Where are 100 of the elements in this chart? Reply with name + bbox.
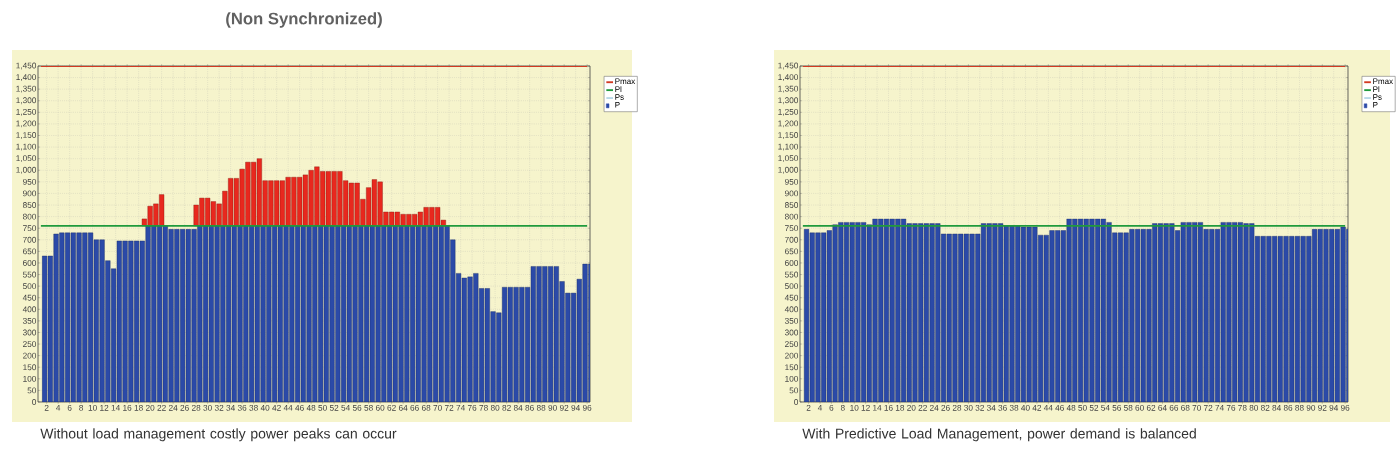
x-tick-label: 90 <box>1306 404 1316 411</box>
y-tick-label: 200 <box>785 352 799 359</box>
x-tick-label: 96 <box>1340 404 1350 411</box>
x-tick-label: 34 <box>226 404 235 411</box>
x-tick-label: 44 <box>1043 404 1053 411</box>
x-tick-label: 74 <box>1215 404 1224 411</box>
x-tick-label: 50 <box>1078 404 1087 411</box>
x-tick-label: 52 <box>329 404 339 411</box>
x-tick-label: 8 <box>79 404 84 411</box>
y-tick-label: 750 <box>785 225 799 232</box>
x-tick-label: 36 <box>998 404 1007 411</box>
y-tick-label: 1,350 <box>778 85 799 93</box>
x-tick-label: 88 <box>536 404 546 411</box>
y-tick-label: 800 <box>784 213 799 220</box>
y-tick-label: 1,400 <box>16 74 37 81</box>
x-tick-label: 48 <box>1066 404 1076 411</box>
x-tick-label: 18 <box>134 404 143 411</box>
y-tick-label: 850 <box>784 202 799 208</box>
y-tick-label: 750 <box>23 225 37 232</box>
y-tick-label: 50 <box>27 387 37 394</box>
x-tick-label: 48 <box>306 404 316 411</box>
x-tick-label: 76 <box>467 404 477 411</box>
chart-title: (Non Synchronized) <box>226 12 382 28</box>
y-tick-label: 1,200 <box>16 120 37 128</box>
x-tick-label: 4 <box>817 404 823 411</box>
y-tick-label: 400 <box>22 306 37 313</box>
y-tick-label: 600 <box>785 260 799 266</box>
y-tick-label: 1,150 <box>778 132 799 139</box>
y-tick-label: 1,300 <box>778 97 799 105</box>
x-tick-label: 20 <box>145 404 155 411</box>
text: With Predictive Load Management, power demand is balanced <box>802 428 1196 442</box>
y-tick-label: 100 <box>785 375 799 382</box>
y-tick-label: 0 <box>32 399 37 405</box>
x-tick-label: 14 <box>111 404 120 411</box>
x-tick-label: 58 <box>1123 404 1133 411</box>
x-tick-label: 96 <box>582 404 592 411</box>
y-tick-label: 1,200 <box>778 120 799 128</box>
x-tick-label: 2 <box>806 404 811 411</box>
y-tick-label: 400 <box>784 306 799 313</box>
y-tick-label: 950 <box>785 178 799 185</box>
y-tick-label: 1,100 <box>778 143 799 151</box>
x-tick-label: 68 <box>421 404 431 411</box>
x-tick-label: 94 <box>571 404 580 411</box>
x-tick-label: 26 <box>180 404 189 411</box>
x-tick-label: 14 <box>873 404 882 411</box>
x-tick-label: 8 <box>840 404 845 411</box>
x-tick-label: 56 <box>352 404 362 411</box>
x-tick-label: 74 <box>456 404 465 411</box>
y-tick-label: 1,300 <box>16 97 37 105</box>
x-tick-label: 26 <box>941 404 950 411</box>
y-tick-label: 200 <box>23 352 37 359</box>
x-tick-label: 60 <box>375 404 385 411</box>
y-tick-label: 700 <box>23 236 37 243</box>
y-tick-label: 1,350 <box>16 85 37 93</box>
x-tick-label: 92 <box>1318 404 1327 411</box>
y-tick-label: 1,400 <box>778 74 799 81</box>
x-tick-label: 24 <box>929 404 939 411</box>
x-tick-label: 6 <box>67 404 72 411</box>
x-tick-label: 72 <box>1203 404 1213 411</box>
y-tick-label: 350 <box>784 317 799 324</box>
x-tick-label: 6 <box>829 404 834 411</box>
x-tick-label: 62 <box>1146 404 1156 411</box>
y-tick-label: 1,000 <box>778 166 799 174</box>
x-tick-label: 32 <box>214 404 224 411</box>
x-tick-label: 38 <box>249 404 258 411</box>
y-tick-label: 650 <box>785 248 799 255</box>
y-tick-label: 450 <box>784 294 799 301</box>
x-tick-label: 16 <box>123 404 132 411</box>
x-tick-label: 46 <box>295 404 304 411</box>
y-tick-label: 600 <box>23 260 37 266</box>
y-tick-label: 450 <box>22 294 37 301</box>
y-tick-label: 1,000 <box>16 166 37 174</box>
x-tick-label: 10 <box>850 404 859 411</box>
x-tick-label: 50 <box>318 404 327 411</box>
x-tick-label: 80 <box>1249 404 1259 411</box>
x-tick-label: 22 <box>157 404 166 411</box>
legend-label: P <box>615 102 620 108</box>
y-tick-label: 1,250 <box>778 108 799 116</box>
x-tick-label: 38 <box>1009 404 1019 411</box>
y-tick-label: 1,100 <box>16 143 37 151</box>
x-tick-label: 22 <box>918 404 927 411</box>
y-tick-label: 500 <box>784 283 799 290</box>
y-tick-label: 1,150 <box>16 132 37 139</box>
x-tick-label: 46 <box>1055 404 1064 411</box>
x-tick-label: 94 <box>1329 404 1339 411</box>
y-tick-label: 0 <box>794 399 799 405</box>
y-tick-label: 900 <box>23 190 37 197</box>
x-tick-label: 82 <box>502 404 511 411</box>
legend-label: Pl <box>615 86 622 93</box>
x-tick-label: 2 <box>44 404 49 411</box>
x-tick-label: 84 <box>513 404 523 411</box>
y-tick-label: 300 <box>22 329 37 336</box>
x-tick-label: 28 <box>191 404 201 411</box>
y-tick-label: 1,050 <box>16 155 37 163</box>
y-tick-label: 700 <box>785 236 799 243</box>
x-tick-label: 28 <box>952 404 962 411</box>
x-tick-label: 54 <box>1101 404 1110 411</box>
y-tick-label: 650 <box>23 248 37 255</box>
y-tick-label: 1,450 <box>778 62 799 70</box>
x-tick-label: 78 <box>479 404 488 411</box>
